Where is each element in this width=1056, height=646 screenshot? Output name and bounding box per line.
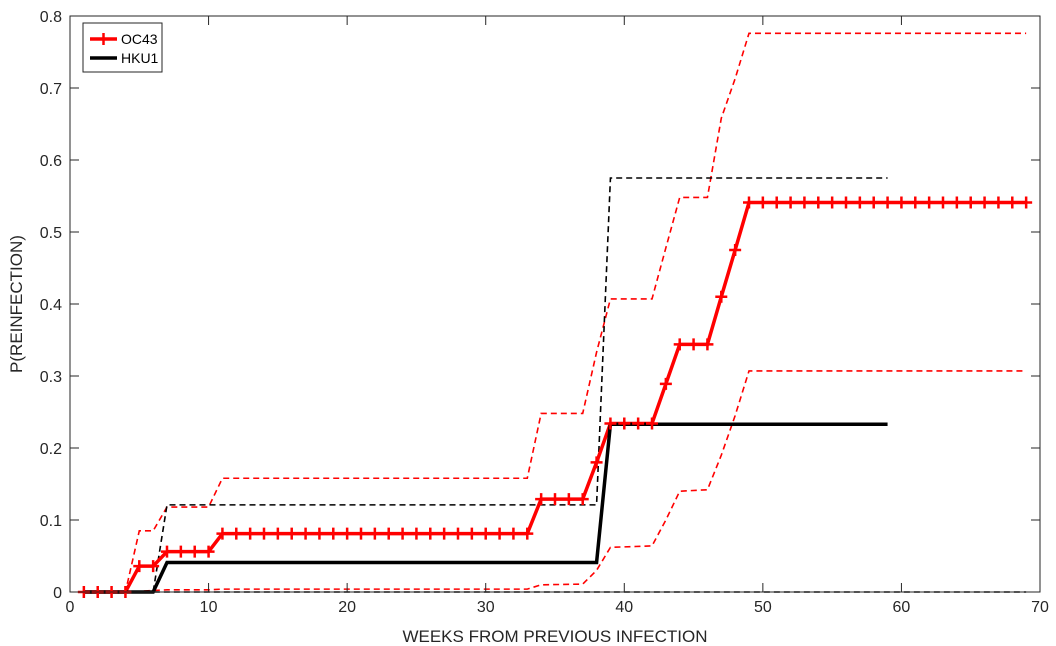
- point-oc43-20: [355, 527, 367, 540]
- y-tick-label-8: 0.8: [40, 9, 62, 26]
- y-tick-label-5: 0.5: [40, 225, 62, 242]
- point-oc43-43: [673, 338, 686, 351]
- point-oc43-33: [535, 493, 548, 506]
- point-oc43-10: [216, 527, 229, 540]
- point-oc43-42: [659, 377, 672, 390]
- point-oc43-36: [576, 493, 589, 506]
- point-oc43-24: [410, 527, 423, 540]
- point-oc43-31: [507, 527, 520, 540]
- point-oc43-65: [978, 196, 991, 209]
- point-oc43-23: [396, 527, 409, 540]
- y-tick-label-3: 0.3: [40, 369, 62, 386]
- point-oc43-60: [909, 196, 922, 209]
- point-oc43-30: [493, 527, 506, 540]
- ci-bound-line-3: [83, 177, 888, 593]
- legend-label-oc43: OC43: [121, 31, 158, 47]
- point-oc43-17: [313, 527, 326, 540]
- point-oc43-27: [452, 527, 464, 540]
- point-oc43-25: [424, 527, 437, 540]
- x-tick-label-30: 30: [477, 599, 495, 616]
- point-oc43-11: [230, 527, 243, 540]
- point-oc43-61: [923, 196, 936, 209]
- point-oc43-46: [715, 290, 728, 303]
- point-oc43-38: [604, 417, 617, 430]
- point-oc43-5: [147, 560, 160, 573]
- x-tick-label-0: 0: [66, 599, 75, 616]
- point-oc43-6: [161, 545, 173, 558]
- point-oc43-49: [756, 196, 769, 209]
- point-oc43-44: [687, 338, 700, 351]
- point-oc43-28: [465, 527, 478, 540]
- point-oc43-54: [826, 196, 839, 209]
- x-tick-label-70: 70: [1031, 599, 1049, 616]
- legend-marker-oc43: [97, 33, 110, 45]
- y-tick-label-2: 0.2: [40, 441, 62, 458]
- point-oc43-13: [258, 527, 270, 540]
- point-oc43-63: [950, 196, 963, 209]
- point-oc43-7: [174, 545, 187, 558]
- point-oc43-16: [299, 527, 312, 540]
- y-tick-label-0: 0: [53, 585, 62, 602]
- point-oc43-26: [438, 527, 451, 540]
- point-oc43-12: [244, 527, 257, 540]
- point-oc43-66: [992, 196, 1005, 209]
- point-oc43-29: [479, 527, 492, 540]
- point-oc43-62: [937, 196, 949, 209]
- point-oc43-21: [368, 527, 381, 540]
- y-axis-title: P(REINFECTION): [7, 235, 26, 373]
- point-oc43-37: [590, 456, 603, 469]
- x-tick-label-10: 10: [200, 599, 218, 616]
- point-oc43-4: [133, 560, 146, 573]
- x-axis-title: WEEKS FROM PREVIOUS INFECTION: [402, 627, 707, 646]
- point-oc43-53: [812, 196, 825, 209]
- point-oc43-18: [327, 527, 340, 540]
- point-oc43-14: [271, 527, 284, 540]
- point-oc43-19: [341, 527, 354, 540]
- point-oc43-15: [285, 527, 298, 540]
- x-tick-label-40: 40: [615, 599, 633, 616]
- point-oc43-45: [701, 338, 714, 351]
- legend-label-hku1: HKU1: [121, 50, 159, 66]
- point-oc43-52: [798, 196, 811, 209]
- point-oc43-34: [549, 493, 561, 506]
- legend-box: [82, 22, 163, 73]
- series-line-hku1: [83, 422, 888, 594]
- x-tick-label-20: 20: [338, 599, 356, 616]
- y-tick-label-7: 0.7: [40, 81, 62, 98]
- point-oc43-9: [202, 545, 215, 558]
- point-oc43-39: [618, 417, 631, 430]
- point-oc43-41: [646, 417, 658, 430]
- y-tick-label-1: 0.1: [40, 513, 62, 530]
- point-oc43-68: [1020, 196, 1033, 209]
- point-oc43-8: [188, 545, 201, 558]
- point-oc43-58: [881, 196, 894, 209]
- y-tick-label-6: 0.6: [40, 153, 62, 170]
- point-oc43-51: [784, 196, 797, 209]
- point-oc43-32: [521, 527, 534, 540]
- point-oc43-67: [1006, 196, 1019, 209]
- point-oc43-55: [840, 196, 852, 209]
- point-oc43-57: [867, 196, 880, 209]
- x-tick-label-60: 60: [893, 599, 911, 616]
- legend: OC43 HKU1: [82, 22, 163, 73]
- ci-bound-line-1: [83, 32, 1027, 593]
- point-oc43-50: [770, 196, 783, 209]
- x-tick-label-50: 50: [754, 599, 772, 616]
- point-oc43-40: [632, 417, 645, 430]
- y-tick-label-4: 0.4: [40, 297, 62, 314]
- point-oc43-22: [382, 527, 395, 540]
- point-oc43-64: [964, 196, 977, 209]
- point-oc43-47: [729, 244, 742, 256]
- point-oc43-48: [743, 196, 755, 209]
- point-oc43-35: [562, 493, 575, 506]
- ci-bound-line-2: [83, 370, 1027, 593]
- point-oc43-56: [853, 196, 866, 209]
- point-oc43-59: [895, 196, 908, 209]
